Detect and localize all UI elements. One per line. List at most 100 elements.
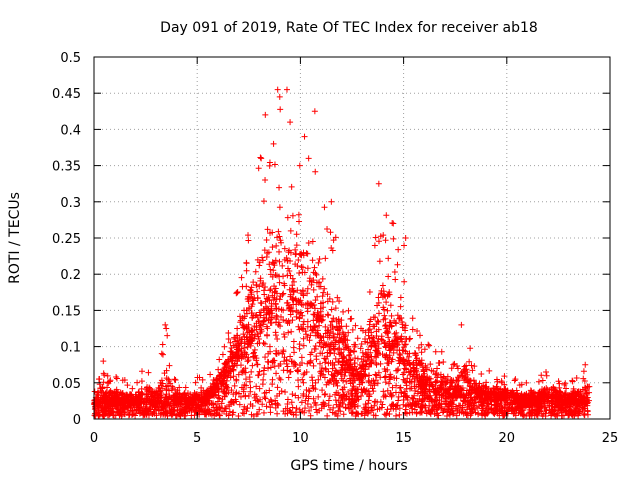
data-point bbox=[483, 395, 490, 402]
data-point bbox=[242, 365, 249, 372]
data-point bbox=[434, 365, 441, 372]
data-point bbox=[223, 381, 230, 388]
data-point bbox=[415, 388, 422, 395]
data-point bbox=[233, 376, 240, 383]
data-point bbox=[225, 330, 232, 337]
data-point bbox=[302, 397, 309, 404]
data-point bbox=[395, 315, 402, 322]
data-point bbox=[287, 227, 294, 234]
data-point bbox=[337, 337, 344, 344]
data-point bbox=[581, 403, 588, 410]
data-point bbox=[372, 371, 379, 378]
data-point bbox=[375, 369, 382, 376]
data-point bbox=[461, 363, 468, 370]
data-point bbox=[192, 379, 199, 386]
data-point bbox=[244, 358, 251, 365]
data-point bbox=[301, 133, 308, 140]
data-point bbox=[575, 405, 582, 412]
data-point bbox=[276, 184, 283, 191]
data-point bbox=[245, 321, 252, 328]
data-point bbox=[352, 371, 359, 378]
data-point bbox=[348, 409, 355, 416]
data-point bbox=[259, 257, 266, 264]
data-point bbox=[304, 290, 311, 297]
data-point bbox=[207, 410, 214, 417]
data-point bbox=[416, 376, 423, 383]
data-point bbox=[256, 309, 263, 316]
data-point bbox=[322, 390, 329, 397]
data-point bbox=[382, 322, 389, 329]
data-point bbox=[260, 314, 267, 321]
data-point bbox=[585, 383, 592, 390]
data-point bbox=[124, 382, 131, 389]
data-point bbox=[256, 385, 263, 392]
data-point bbox=[269, 244, 276, 251]
data-point bbox=[261, 291, 268, 298]
data-point bbox=[332, 355, 339, 362]
data-point bbox=[543, 368, 550, 375]
data-point bbox=[368, 359, 375, 366]
data-point bbox=[300, 335, 307, 342]
data-point bbox=[262, 354, 269, 361]
y-tick-label: 0.4 bbox=[60, 123, 81, 138]
data-point bbox=[385, 273, 392, 280]
data-point bbox=[314, 309, 321, 316]
data-point bbox=[287, 368, 294, 375]
data-point bbox=[238, 345, 245, 352]
data-point bbox=[168, 412, 175, 419]
data-point bbox=[427, 361, 434, 368]
data-point bbox=[272, 329, 279, 336]
data-point bbox=[554, 412, 561, 419]
data-point bbox=[98, 389, 105, 396]
data-point bbox=[241, 345, 248, 352]
data-point bbox=[462, 395, 469, 402]
data-point bbox=[352, 387, 359, 394]
data-point bbox=[340, 377, 347, 384]
data-point bbox=[390, 343, 397, 350]
data-point bbox=[515, 410, 522, 417]
data-point bbox=[248, 289, 255, 296]
data-point bbox=[258, 300, 265, 307]
data-point bbox=[284, 319, 291, 326]
data-point bbox=[260, 367, 267, 374]
data-point bbox=[559, 405, 566, 412]
data-point bbox=[498, 378, 505, 385]
data-point bbox=[411, 349, 418, 356]
data-point bbox=[306, 337, 313, 344]
data-point bbox=[276, 296, 283, 303]
data-point bbox=[574, 389, 581, 396]
data-point bbox=[315, 376, 322, 383]
data-point bbox=[245, 232, 252, 239]
data-point bbox=[267, 266, 274, 273]
data-point bbox=[328, 318, 335, 325]
y-tick-label: 0.25 bbox=[52, 232, 81, 247]
data-point bbox=[565, 412, 572, 419]
data-point bbox=[274, 410, 281, 417]
data-point bbox=[317, 305, 324, 312]
data-point bbox=[306, 278, 313, 285]
data-point bbox=[581, 412, 588, 419]
data-point bbox=[296, 345, 303, 352]
data-point bbox=[406, 369, 413, 376]
data-point bbox=[413, 362, 420, 369]
data-point bbox=[392, 319, 399, 326]
data-point bbox=[545, 395, 552, 402]
data-point bbox=[268, 314, 275, 321]
data-point bbox=[354, 335, 361, 342]
data-point bbox=[419, 364, 426, 371]
data-point bbox=[266, 387, 273, 394]
data-point bbox=[454, 406, 461, 413]
data-point bbox=[157, 387, 164, 394]
data-point bbox=[257, 275, 264, 282]
data-point bbox=[145, 412, 152, 419]
data-point bbox=[308, 327, 315, 334]
data-point bbox=[433, 379, 440, 386]
data-point bbox=[215, 394, 222, 401]
data-point bbox=[91, 412, 98, 419]
data-point bbox=[285, 249, 292, 256]
data-point bbox=[478, 390, 485, 397]
data-point bbox=[362, 373, 369, 380]
data-point bbox=[333, 377, 340, 384]
data-point bbox=[172, 376, 179, 383]
data-point bbox=[279, 262, 286, 269]
